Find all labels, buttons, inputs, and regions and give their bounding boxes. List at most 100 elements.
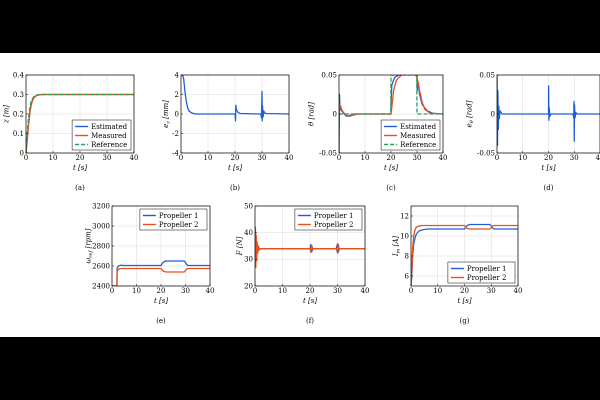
x-tick-label: 0 — [24, 154, 28, 162]
legend-label: Estimated — [91, 123, 128, 131]
chart-g: 0 10 20 30 40 6 8 10 12 t [s] Im [A] (g) Propeller 1… — [392, 205, 522, 325]
series-group — [411, 223, 518, 286]
chart-caption: (c) — [386, 184, 396, 192]
x-tick-label: 30 — [487, 287, 496, 295]
y-axis-label: z [m] — [3, 105, 11, 124]
y-tick-label: 10 — [400, 232, 409, 240]
chart-caption: (b) — [230, 184, 240, 192]
x-tick-label: 20 — [544, 154, 553, 162]
series-group — [255, 226, 365, 268]
x-tick-label: 30 — [181, 287, 190, 295]
y-tick-label: -4 — [172, 149, 179, 157]
legend-label: Reference — [400, 141, 436, 149]
y-axis-label: Im [A] — [392, 236, 402, 258]
x-tick-label: 20 — [460, 287, 469, 295]
x-tick-label: 10 — [132, 287, 141, 295]
y-tick-label: 0 — [333, 110, 337, 118]
series-line-e- — [497, 75, 600, 146]
y-tick-label: 3200 — [92, 202, 110, 210]
y-tick-label: 0 — [175, 110, 179, 118]
legend-label: Propeller 1 — [467, 265, 507, 273]
legend-label: Propeller 1 — [159, 212, 199, 220]
legend-box — [139, 208, 208, 231]
x-tick-label: 40 — [285, 154, 294, 162]
x-axis-label: t [s] — [457, 297, 471, 305]
x-tick-label: 40 — [361, 287, 370, 295]
x-tick-label: 10 — [433, 287, 442, 295]
x-tick-label: 0 — [253, 287, 257, 295]
x-tick-label: 30 — [570, 154, 579, 162]
series-group — [112, 260, 210, 286]
y-tick-label: 2600 — [92, 262, 110, 270]
y-tick-label: 2800 — [92, 242, 110, 250]
series-line-propeller-2 — [411, 224, 518, 286]
y-tick-label: 2 — [175, 91, 179, 99]
x-tick-label: 30 — [103, 154, 112, 162]
x-tick-label: 20 — [387, 154, 396, 162]
y-tick-label: 6 — [405, 272, 410, 280]
x-tick-label: 10 — [518, 154, 527, 162]
x-axis-label: t [s] — [154, 297, 168, 305]
y-tick-label: 0.05 — [321, 71, 337, 79]
legend-label: Estimated — [400, 123, 437, 131]
x-axis-label: t [s] — [228, 164, 242, 172]
chart-f: 0 10 20 30 40 20 30 40 50 t [s] F [N] (f) Propeller … — [236, 202, 370, 325]
chart-a: 0 10 20 30 40 0 0.1 0.2 0.3 0.4 t [s] z [m] (a) Estim… — [3, 71, 139, 192]
series-group — [497, 75, 600, 146]
x-tick-label: 20 — [231, 154, 240, 162]
y-tick-label: 0.2 — [13, 110, 24, 118]
legend-label: Propeller 2 — [314, 221, 354, 229]
chart-e: 0 10 20 30 40 2400 2600 2800 3000 3200 t [s] ωref [… — [85, 202, 215, 325]
y-tick-label: 20 — [244, 282, 253, 290]
x-tick-label: 30 — [333, 287, 342, 295]
x-tick-label: 20 — [157, 287, 166, 295]
series-line-e-z — [181, 75, 289, 122]
x-tick-label: 0 — [495, 154, 499, 162]
x-axis-label: t [s] — [541, 164, 555, 172]
y-tick-label: 4 — [175, 71, 180, 79]
x-axis-label: t [s] — [303, 297, 317, 305]
y-tick-label: 0.05 — [479, 71, 495, 79]
y-tick-label: 40 — [244, 229, 253, 237]
y-tick-label: 0 — [20, 149, 24, 157]
legend-label: Measured — [91, 132, 127, 140]
x-tick-label: 30 — [413, 154, 422, 162]
y-tick-label: 0.3 — [13, 91, 24, 99]
x-tick-label: 0 — [337, 154, 341, 162]
chart-caption: (d) — [544, 184, 554, 192]
y-axis-label: θ [rad] — [308, 102, 316, 126]
x-tick-label: 40 — [130, 154, 139, 162]
y-tick-label: -2 — [172, 130, 179, 138]
series-line-propeller-2 — [255, 226, 365, 268]
series-group — [26, 93, 134, 153]
x-tick-label: 0 — [409, 287, 413, 295]
series-line-propeller-1 — [112, 260, 210, 286]
y-tick-label: 50 — [244, 202, 253, 210]
x-tick-label: 20 — [76, 154, 85, 162]
x-tick-label: 10 — [361, 154, 370, 162]
y-tick-label: 8 — [405, 252, 409, 260]
x-axis-label: t [s] — [384, 164, 398, 172]
series-line-reference — [339, 75, 443, 115]
x-tick-label: 0 — [110, 287, 114, 295]
legend-label: Propeller 1 — [314, 212, 354, 220]
chart-caption: (f) — [306, 317, 314, 325]
x-tick-label: 10 — [278, 287, 287, 295]
legend-label: Propeller 2 — [159, 221, 199, 229]
chart-caption: (g) — [460, 317, 470, 325]
series-line-measured — [339, 75, 443, 117]
y-axis-label: ωref [rpm] — [85, 228, 95, 263]
chart-caption: (e) — [156, 317, 166, 325]
x-tick-label: 20 — [306, 287, 315, 295]
legend-label: Reference — [91, 141, 127, 149]
legend-box — [447, 261, 516, 284]
x-tick-label: 40 — [596, 154, 600, 162]
y-tick-label: -0.05 — [319, 149, 337, 157]
y-tick-label: 12 — [400, 212, 409, 220]
